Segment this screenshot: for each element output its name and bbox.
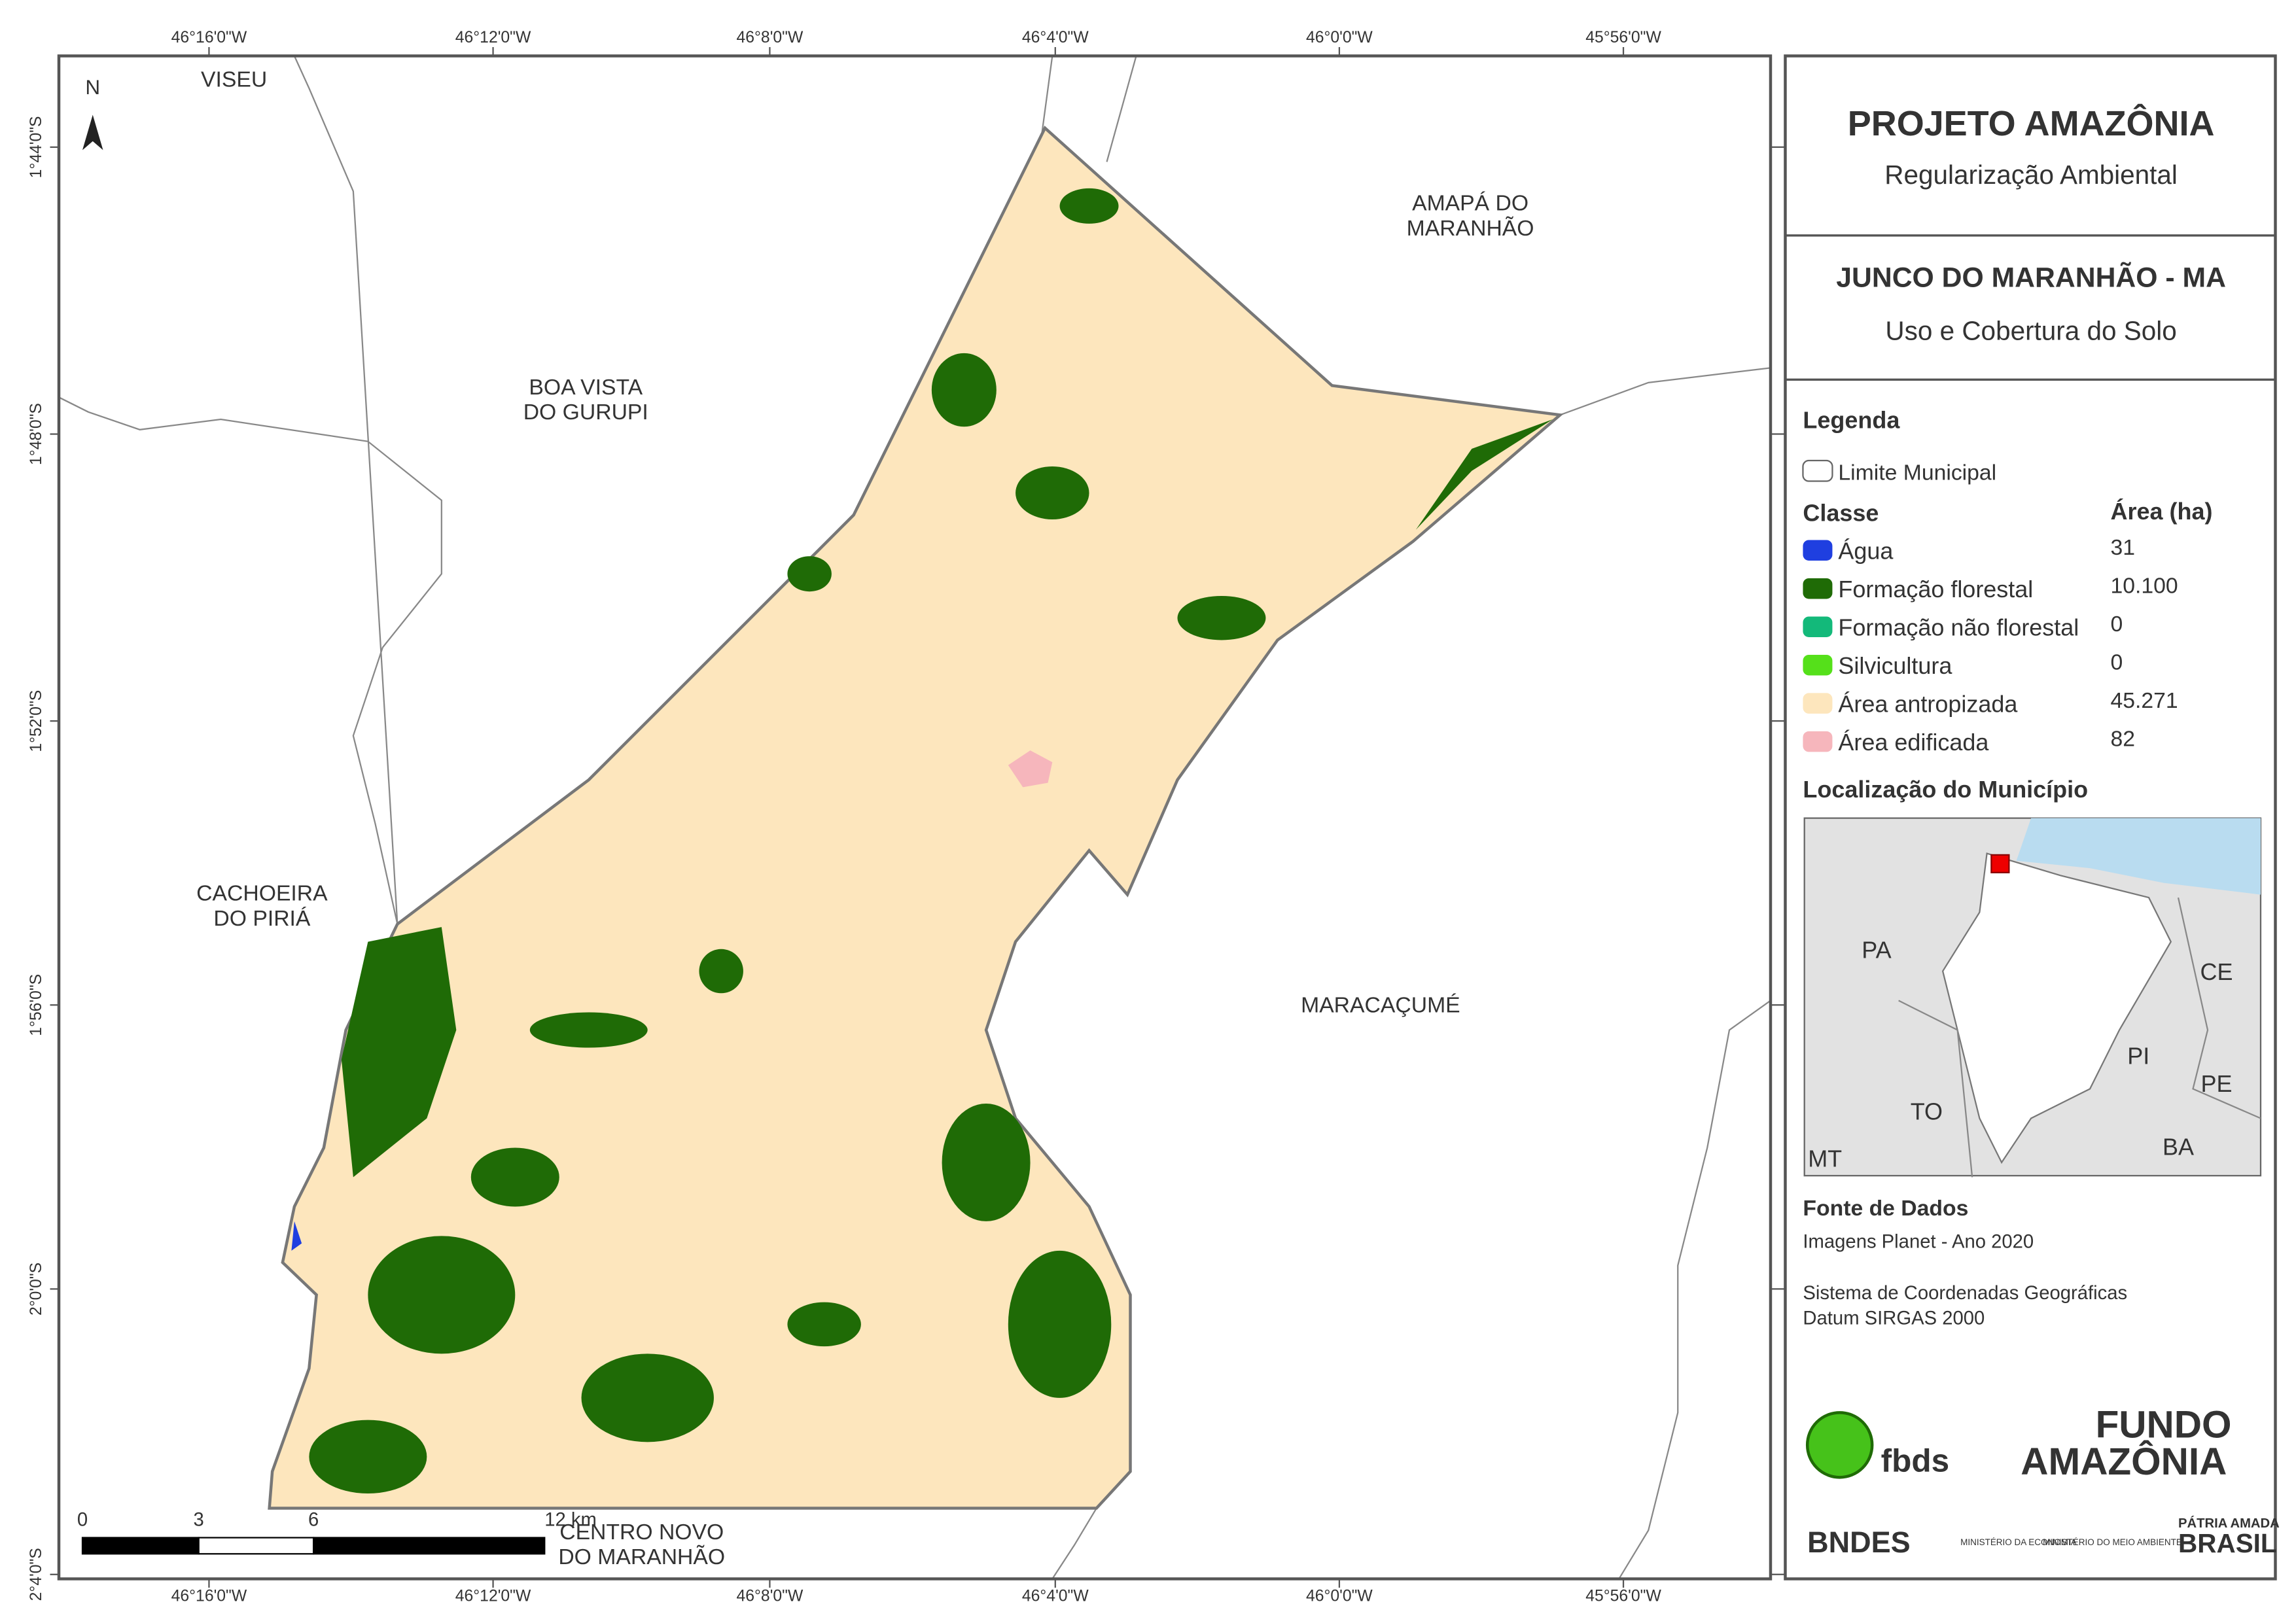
class-area: 45.271 <box>2111 688 2178 713</box>
bottom-tick-label: 46°12'0"W <box>455 1587 531 1605</box>
water <box>291 1221 302 1251</box>
fbds-logo <box>1805 1411 1874 1479</box>
scale-label: 3 <box>194 1510 204 1531</box>
legend-title: Legenda <box>1803 407 1900 434</box>
top-tick-label: 46°16'0"W <box>171 29 247 46</box>
top-tick-label: 45°56'0"W <box>1585 29 1661 46</box>
ministry-text: MINISTÉRIO DA ECONOMIA <box>1960 1537 2077 1547</box>
map-frame <box>57 54 1773 1580</box>
class-swatch <box>1803 578 1833 599</box>
municipality-name: JUNCO DO MARANHÃO - MA <box>1836 262 2226 294</box>
place-label: CACHOEIRA <box>196 881 328 906</box>
scale-label: 12 km <box>544 1510 597 1531</box>
ministry-text: MINISTÉRIO DO MEIO AMBIENTE <box>2043 1537 2182 1547</box>
state-label: PE <box>2201 1070 2233 1097</box>
amazonia-text: AMAZÔNIA <box>2021 1439 2227 1483</box>
municipality <box>268 126 1564 1510</box>
source-line: Datum SIRGAS 2000 <box>1803 1308 1985 1329</box>
left-tick-label: 1°56'0"S <box>27 974 45 1036</box>
place-label: MARANHÃO <box>1407 216 1534 241</box>
bottom-tick-label: 46°8'0"W <box>737 1587 804 1605</box>
class-area: 31 <box>2111 535 2136 560</box>
theme: Uso e Cobertura do Solo <box>1885 316 2176 346</box>
left-tick-label: 2°4'0"S <box>27 1548 45 1601</box>
panel-subtitle: Regularização Ambiental <box>1884 160 2178 190</box>
class-swatch <box>1803 540 1833 561</box>
class-name: Área edificada <box>1838 729 1988 756</box>
scale-bar <box>198 1537 315 1555</box>
place-label: CENTRO NOVO <box>559 1520 724 1544</box>
left-tick-label: 2°0'0"S <box>27 1263 45 1316</box>
fundo-text: FUNDO <box>2096 1404 2232 1446</box>
bottom-tick-label: 45°56'0"W <box>1585 1587 1661 1605</box>
scale-bar <box>81 1537 200 1555</box>
place-label: DO PIRIÁ <box>213 906 311 931</box>
place-label: BOA VISTA <box>529 375 643 400</box>
brasil-text: BRASIL <box>2178 1528 2277 1558</box>
left-tick-label: 1°48'0"S <box>27 403 45 465</box>
place-label: DO MARANHÃO <box>558 1544 725 1569</box>
source-line: Sistema de Coordenadas Geográficas <box>1803 1283 2127 1304</box>
state-label: PA <box>1862 936 1891 963</box>
class-name: Formação florestal <box>1838 576 2033 602</box>
top-tick-label: 46°8'0"W <box>737 29 804 46</box>
class-header: Classe <box>1803 499 1879 526</box>
place-label: VISEU <box>201 67 267 92</box>
bottom-tick-label: 46°0'0"W <box>1306 1587 1373 1605</box>
place-label: AMAPÁ DO <box>1412 191 1528 216</box>
boundary-label: Limite Municipal <box>1838 460 1996 485</box>
bottom-tick-label: 46°16'0"W <box>171 1587 247 1605</box>
area-header: Área (ha) <box>2111 498 2213 525</box>
class-area: 10.100 <box>2111 573 2178 598</box>
boundary-swatch <box>1802 459 1833 482</box>
class-swatch <box>1803 731 1833 752</box>
class-swatch <box>1803 616 1833 637</box>
bndes-text: BNDES <box>1807 1526 1910 1559</box>
scale-bar <box>313 1537 546 1555</box>
state-label: CE <box>2200 958 2233 985</box>
state-label: BA <box>2163 1134 2194 1161</box>
class-swatch <box>1803 693 1833 714</box>
class-area: 0 <box>2111 612 2123 637</box>
top-tick-label: 46°12'0"W <box>455 29 531 46</box>
left-tick-label: 1°52'0"S <box>27 690 45 752</box>
class-name: Silvicultura <box>1838 652 1952 679</box>
forest-patches <box>309 188 1553 1494</box>
left-tick-label: 1°44'0"S <box>27 116 45 178</box>
place-label: MARACAÇUMÉ <box>1301 993 1460 1018</box>
state-label: PI <box>2127 1042 2149 1069</box>
source-line: Imagens Planet - Ano 2020 <box>1803 1231 2034 1252</box>
class-swatch <box>1803 654 1833 676</box>
north-label: N <box>85 75 100 99</box>
class-area: 82 <box>2111 726 2136 751</box>
scale-label: 0 <box>77 1510 88 1531</box>
place-label: DO GURUPI <box>523 400 648 425</box>
state-label: MT <box>1808 1145 1842 1172</box>
state-label: TO <box>1911 1098 1943 1125</box>
panel-title: PROJETO AMAZÔNIA <box>1848 103 2215 143</box>
urban-area <box>1008 750 1053 788</box>
bottom-tick-label: 46°4'0"W <box>1022 1587 1089 1605</box>
patria-text: PÁTRIA AMADA <box>2178 1516 2280 1531</box>
north-arrow <box>82 114 103 150</box>
location-title: Localização do Município <box>1803 776 2088 803</box>
location-map <box>1803 817 2262 1178</box>
top-tick-label: 46°4'0"W <box>1022 29 1089 46</box>
fbds-text: fbds <box>1881 1442 1949 1478</box>
class-area: 0 <box>2111 650 2123 674</box>
top-tick-label: 46°0'0"W <box>1306 29 1373 46</box>
class-name: Formação não florestal <box>1838 614 2079 641</box>
sources-title: Fonte de Dados <box>1803 1196 1968 1221</box>
basemap <box>58 56 1771 1580</box>
scale-label: 6 <box>308 1510 319 1531</box>
class-name: Água <box>1838 538 1893 565</box>
class-name: Área antropizada <box>1838 691 2017 718</box>
